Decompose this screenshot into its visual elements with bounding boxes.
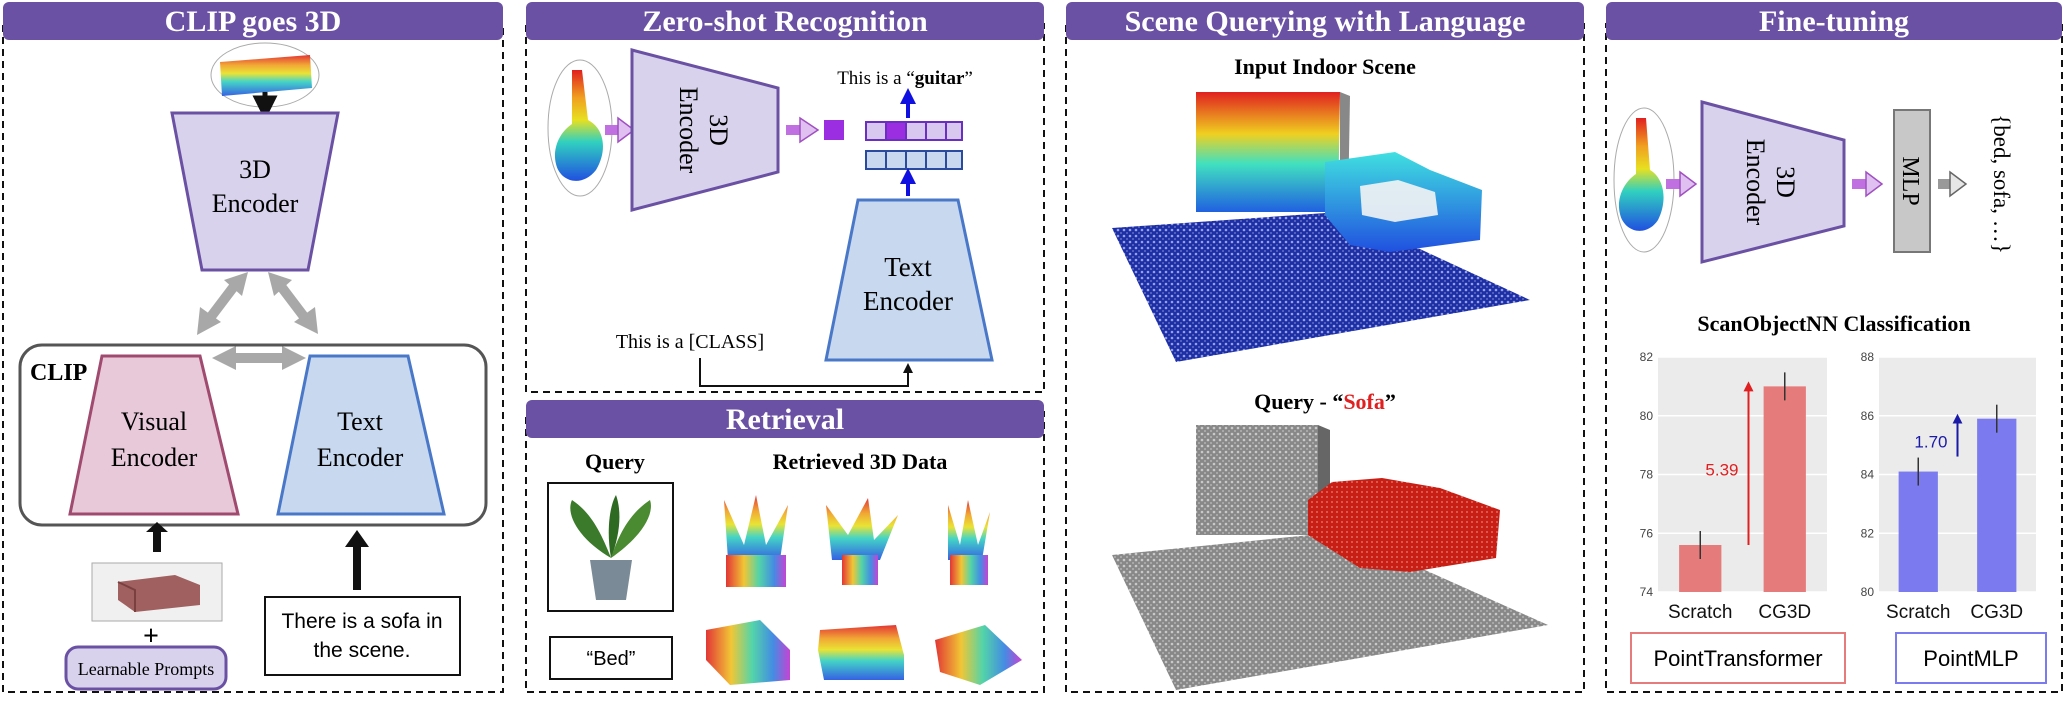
panel-retrieval: Retrieval Query Retrieved 3D Data “Bed” [525,400,1045,693]
text-encoder-block [276,354,446,516]
panel-scene-querying: Scene Querying with Language Input Indoo… [1065,2,1585,693]
class-prompt: This is a [CLASS] [616,331,764,353]
panel-header [1606,2,2062,40]
clip-container [18,343,488,527]
chart-improvement-label: 5.39 [1705,461,1738,480]
retrieved-bed-clouds [706,620,1022,685]
guitar-point-cloud-icon [547,59,613,197]
indoor-scene-colored [1112,92,1530,362]
encoder-3d-label-line2: Encoder [674,87,703,174]
panel-title: Fine-tuning [1759,5,1909,38]
chart-improvement-label: 1.70 [1914,433,1947,452]
encoder-3d-label-line1: 3D [1771,166,1800,198]
arrow-right-icon [617,116,636,144]
embedding-square [824,120,844,140]
pointmlp-legend: PointMLP [1923,646,2018,671]
pointtransformer-legend-box [1630,632,1846,684]
encoder-3d-label-line1: 3D [704,114,733,146]
panel-title: Zero-shot Recognition [642,5,928,38]
scene-query-label: Query - “Sofa” [1254,389,1396,414]
similarity-row [865,121,963,141]
arrow-right-icon [1949,170,1968,198]
panel-title: CLIP goes 3D [165,5,342,38]
learnable-prompts-label: Learnable Prompts [78,659,214,679]
pointmlp-legend-box [1895,632,2047,684]
text-embedding-row [865,150,963,170]
sofa-image [91,562,223,622]
zeroshot-result: This is a “guitar” [837,68,973,89]
encoder-3d-label-line2: Encoder [212,189,299,218]
encoder-3d-label-line1: 3D [239,155,271,184]
chart-bar [1977,418,2017,592]
query-label: Query [585,449,645,474]
class-set: {bed, sofa, …} [1989,114,2014,254]
text-query-box [549,636,673,680]
chart-x-tick-label: Scratch [1886,602,1950,623]
encoder-3d-block [630,48,780,212]
plus-sign: + [143,621,159,652]
learnable-prompts-box [64,645,228,691]
classification-title: ScanObjectNN Classification [1697,311,1970,336]
panel-title: Retrieval [726,403,844,436]
mlp-label: MLP [1897,156,1923,205]
sentence-line2: the scene. [314,639,411,662]
text-encoder-label-line2: Encoder [863,286,953,316]
text-encoder-label-line1: Text [884,252,932,282]
chart-x-tick-label: Scratch [1668,602,1732,623]
retrieved-plant-clouds [724,495,990,587]
pointtransformer-legend: PointTransformer [1653,646,1822,671]
chart-y-tick-label: 82 [1861,526,1875,540]
retrieved-label: Retrieved 3D Data [773,449,948,474]
arrow-right-icon [1865,170,1884,198]
alignment-arrows [206,281,309,363]
encoder-3d-block [170,111,340,272]
alignment-arrowheads [197,272,318,370]
panel-header [526,2,1044,40]
text-encoder-block [824,198,994,362]
panel-fine-tuning: Fine-tuning 3D Encoder MLP {bed, sofa, …… [1605,2,2063,693]
panel-header [3,2,503,40]
text-encoder-label-line2: Encoder [317,443,404,472]
indoor-scene-queried [1112,425,1548,690]
chart-y-tick-label: 76 [1640,526,1654,540]
chart-x-tick-label: CG3D [1970,602,2023,623]
chart-bar [1763,386,1806,592]
chart-y-tick-label: 80 [1861,585,1875,599]
visual-encoder-block [68,354,240,516]
chart-y-tick-label: 78 [1640,468,1654,482]
panel-zero-shot: Zero-shot Recognition 3D Encoder This is… [525,2,1045,393]
panel-header [1066,2,1584,40]
panel-title: Scene Querying with Language [1125,5,1526,38]
chart-y-tick-label: 84 [1861,468,1875,482]
chart-pointtransformer: 74 76 78 80 82 Scratch CG3D 5.39 [1640,350,1827,623]
chart-y-tick-label: 82 [1640,350,1654,364]
chart-y-tick-label: 88 [1861,350,1875,364]
panel-header [526,400,1044,438]
chart-bar [1898,471,1938,592]
text-query: “Bed” [587,648,636,670]
arrow-right-icon [1679,170,1698,198]
visual-encoder-label-line2: Encoder [111,443,198,472]
prompt-arrow [699,358,913,387]
query-plant-image [547,482,674,612]
sentence-box [264,596,461,676]
chart-y-tick-label: 80 [1640,409,1654,423]
chart-x-tick-label: CG3D [1758,602,1811,623]
sentence-line1: There is a sofa in [281,610,442,633]
input-scene-label: Input Indoor Scene [1234,54,1416,79]
text-encoder-label-line1: Text [337,407,384,436]
chart-y-tick-label: 74 [1640,585,1654,599]
encoder-3d-label-line2: Encoder [1741,139,1770,226]
panel-clip-goes-3d: CLIP goes 3D 3D Encoder CLIP Vis [2,2,504,693]
arrow-right-icon [799,116,820,144]
clip-label: CLIP [30,360,87,386]
visual-encoder-label-line1: Visual [121,407,187,436]
encoder-3d-block [1700,100,1846,264]
guitar-point-cloud-icon [1613,107,1675,253]
chart-pointmlp: 80 82 84 86 88 Scratch CG3D 1.70 [1861,350,2036,623]
chart-y-tick-label: 86 [1861,409,1875,423]
mlp-block [1893,109,1931,253]
